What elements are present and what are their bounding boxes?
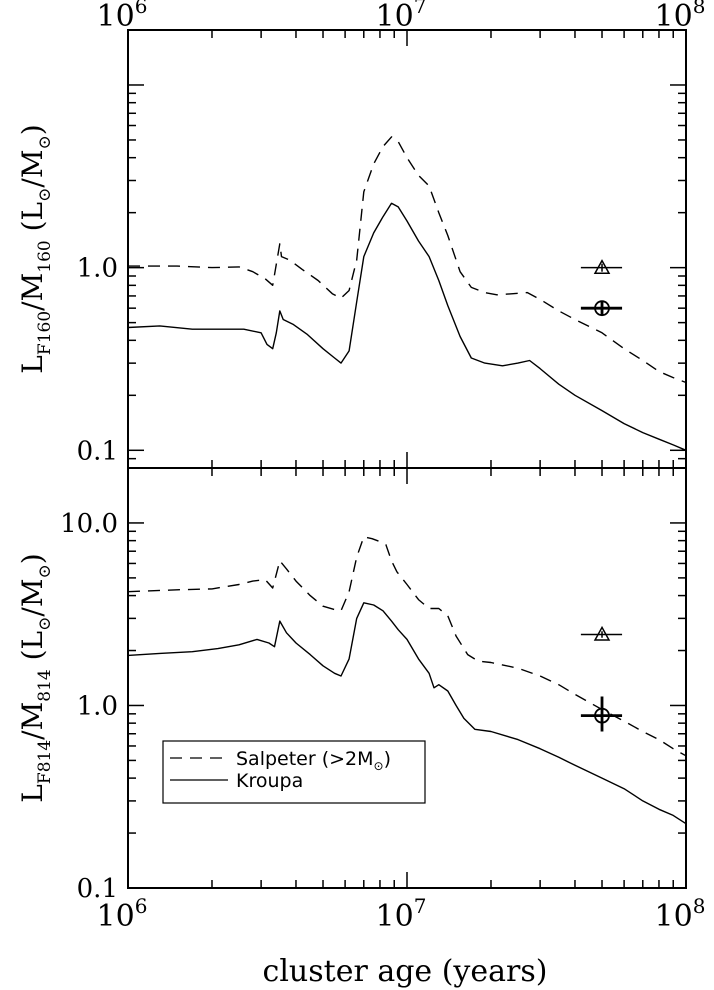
top-plot-frame xyxy=(128,30,686,468)
x-tick-label: 106 xyxy=(97,0,148,34)
x-tick-label: 107 xyxy=(376,894,427,934)
x-axis-label: cluster age (years) xyxy=(263,954,548,989)
bottom-markers-group xyxy=(581,627,622,731)
top-panel: 0.1 1.0 106 107 108 LF160/M160 (L⊙/M⊙) xyxy=(16,0,705,468)
legend: Salpeter (>2M⊙) Kroupa xyxy=(163,741,425,803)
top-y-axis-label: LF160/M160 (L⊙/M⊙) xyxy=(16,124,55,373)
bottom-plot-frame xyxy=(128,468,686,888)
legend-label-kroupa: Kroupa xyxy=(236,770,303,792)
bottom-y-axis-label: LF814/M814 (L⊙/M⊙) xyxy=(16,553,55,802)
top-series-group xyxy=(128,137,686,450)
y-tick-label: 10.0 xyxy=(60,509,118,539)
bottom-axis-ticks: 0.11.010.0106107108 xyxy=(60,468,705,934)
top-axis-ticks: 0.1 1.0 106 107 108 xyxy=(77,0,706,468)
x-tick-label: 108 xyxy=(655,894,706,934)
bottom-panel: 0.11.010.0106107108 LF814/M814 (L⊙/M⊙) S… xyxy=(16,468,705,934)
x-tick-label: 106 xyxy=(97,894,148,934)
bottom-series-group xyxy=(128,537,686,824)
x-tick-label: 107 xyxy=(376,0,427,34)
top-markers-group xyxy=(581,261,622,316)
y-tick-label: 1.0 xyxy=(77,254,118,284)
kroupa-series-line xyxy=(128,203,686,450)
x-tick-label: 108 xyxy=(655,0,706,34)
y-tick-label: 1.0 xyxy=(77,691,118,721)
y-tick-label: 0.1 xyxy=(77,436,118,466)
